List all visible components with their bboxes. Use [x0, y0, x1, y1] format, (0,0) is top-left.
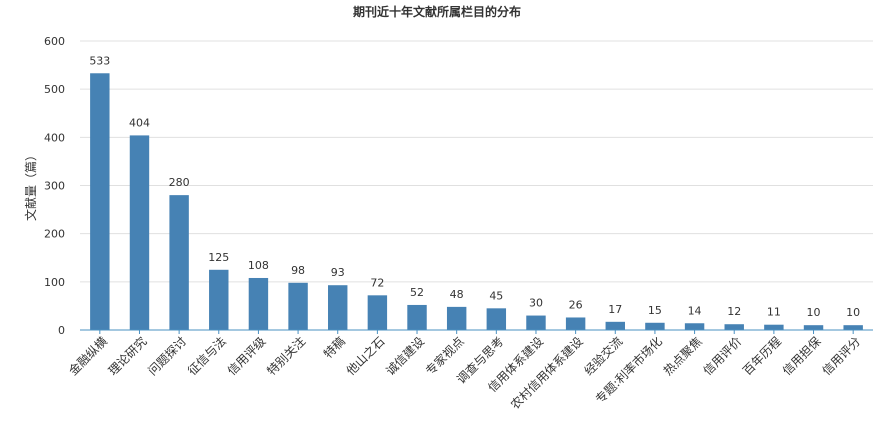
- y-tick-label: 0: [58, 324, 65, 337]
- bar-value-label: 125: [208, 251, 229, 264]
- x-tick-label: 征信与法: [185, 334, 229, 378]
- x-tick-label: 信用评级: [225, 334, 269, 378]
- bar-value-label: 10: [846, 306, 860, 319]
- bar-value-label: 93: [331, 266, 345, 279]
- value-labels: 533 404 280 125 108 98 93 72 52 48 45 30 26 17 15 14 12 1…: [89, 54, 860, 319]
- bar: [764, 324, 784, 330]
- bar-value-label: 12: [727, 305, 741, 318]
- y-tick-label: 300: [44, 180, 65, 193]
- bar-value-label: 52: [410, 286, 424, 299]
- bar-value-label: 30: [529, 297, 543, 310]
- bar-value-label: 10: [807, 306, 821, 319]
- bar: [169, 195, 189, 330]
- bar: [486, 308, 507, 330]
- y-axis-title: 文献量（篇）: [23, 149, 38, 221]
- bar-value-label: 14: [688, 304, 702, 317]
- x-tick-label: 专题:利率市场化: [592, 334, 665, 407]
- y-tick-label: 100: [44, 276, 65, 289]
- bar: [209, 269, 229, 330]
- x-tick-label: 农村信用体系建设: [508, 334, 586, 412]
- bar-value-label: 45: [489, 289, 503, 302]
- grid-lines: [80, 40, 873, 283]
- chart-title: 期刊近十年文献所属栏目的分布: [353, 4, 521, 19]
- bar-value-label: 11: [767, 306, 781, 319]
- x-tick-label: 金融纵横: [65, 334, 110, 379]
- x-tick-label: 他山之石: [344, 334, 388, 378]
- bar: [724, 324, 744, 330]
- bar: [446, 306, 467, 330]
- y-axis-ticks: 0 100 200 300 400 500 600: [44, 35, 65, 337]
- bar: [288, 282, 308, 330]
- bar-value-label: 48: [450, 288, 464, 301]
- bar-value-label: 98: [291, 264, 305, 277]
- x-tick-label: 问题探讨: [145, 334, 189, 378]
- bar: [129, 135, 150, 330]
- bar-value-label: 26: [569, 298, 583, 311]
- bar-value-label: 533: [89, 54, 110, 67]
- bar-value-label: 72: [370, 276, 384, 289]
- bars: [90, 73, 863, 330]
- bar: [803, 325, 824, 330]
- bar-value-label: 108: [248, 259, 269, 272]
- bar-value-label: 15: [648, 304, 662, 317]
- bar: [843, 325, 863, 330]
- bar-value-label: 404: [129, 116, 150, 129]
- x-tick-label: 理论研究: [105, 334, 150, 379]
- bar: [645, 322, 665, 330]
- bar-value-label: 17: [608, 303, 622, 316]
- x-tick-label: 信用评价: [700, 334, 744, 378]
- bar-value-label: 280: [169, 176, 190, 189]
- x-tick-label: 特稿: [320, 334, 348, 362]
- x-tick-label: 热点聚焦: [661, 334, 705, 378]
- y-tick-label: 200: [44, 228, 65, 241]
- x-tick-label: 诚信建设: [383, 334, 427, 378]
- bar: [328, 285, 348, 330]
- x-tick-label: 百年历程: [739, 334, 784, 379]
- bar: [90, 73, 110, 330]
- bar: [407, 304, 427, 330]
- y-tick-label: 400: [44, 131, 65, 144]
- bar: [684, 323, 705, 330]
- bar: [367, 295, 388, 330]
- x-tick-label: 信用担保: [780, 334, 824, 378]
- y-tick-label: 500: [44, 83, 65, 96]
- bar: [605, 321, 625, 330]
- bar: [248, 277, 269, 330]
- bar: [526, 315, 546, 330]
- x-tick-label: 特别关注: [264, 334, 309, 379]
- y-tick-label: 600: [44, 35, 65, 48]
- bar: [565, 317, 586, 330]
- x-tick-label: 信用评分: [819, 334, 863, 378]
